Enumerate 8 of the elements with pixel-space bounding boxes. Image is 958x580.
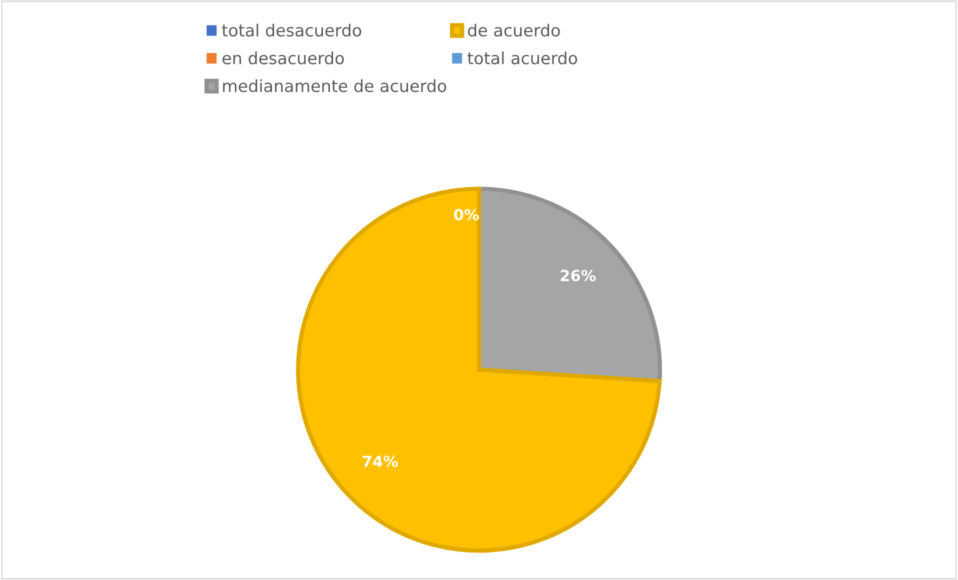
legend-label: total acuerdo xyxy=(468,51,578,64)
legend-label: de acuerdo xyxy=(468,24,560,37)
legend-label: en desacuerdo xyxy=(222,51,344,64)
legend-label: total desacuerdo xyxy=(222,24,362,37)
legend-label: medianamente de acuerdo xyxy=(223,79,446,92)
data-label: 26% xyxy=(560,270,596,282)
text: 0% xyxy=(454,208,479,220)
data-label: 74% xyxy=(362,456,398,468)
